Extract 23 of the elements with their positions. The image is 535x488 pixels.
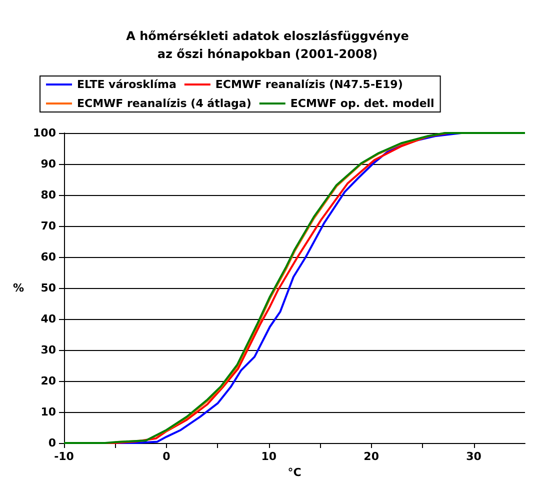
legend-label: ECMWF reanalízis (4 átlaga)	[77, 97, 252, 110]
legend-label: ELTE városklíma	[77, 78, 176, 91]
x-axis-title: °C	[288, 466, 302, 479]
x-tick-label: 20	[364, 450, 380, 463]
y-tick-label: 80	[40, 188, 56, 202]
y-tick-label: 100	[33, 126, 56, 140]
y-tick-label: 30	[40, 344, 56, 356]
y-tick-label: 90	[40, 158, 56, 170]
legend-label: ECMWF op. det. modell	[290, 97, 434, 110]
x-tick-label: -10	[54, 450, 74, 463]
y-tick-label: 0	[48, 436, 56, 450]
legend-label: ECMWF reanalízis (N47.5-E19)	[215, 78, 403, 91]
chart-title: A hőmérsékleti adatok eloszlásfüggvénye az őszi hónapokban (2001-2008)	[126, 29, 409, 61]
y-tick-label: 20	[40, 374, 56, 388]
y-tick-label: 10	[40, 406, 56, 418]
x-tick-label: 0	[162, 450, 171, 463]
y-axis-title: %	[12, 282, 24, 294]
y-tick-label: 70	[40, 220, 56, 232]
y-tick-label: 50	[40, 282, 56, 294]
x-tick-label: 30	[466, 450, 482, 463]
y-tick-label: 60	[40, 250, 56, 264]
y-tick-label: 40	[40, 312, 56, 326]
x-tick-label: 10	[261, 450, 277, 463]
